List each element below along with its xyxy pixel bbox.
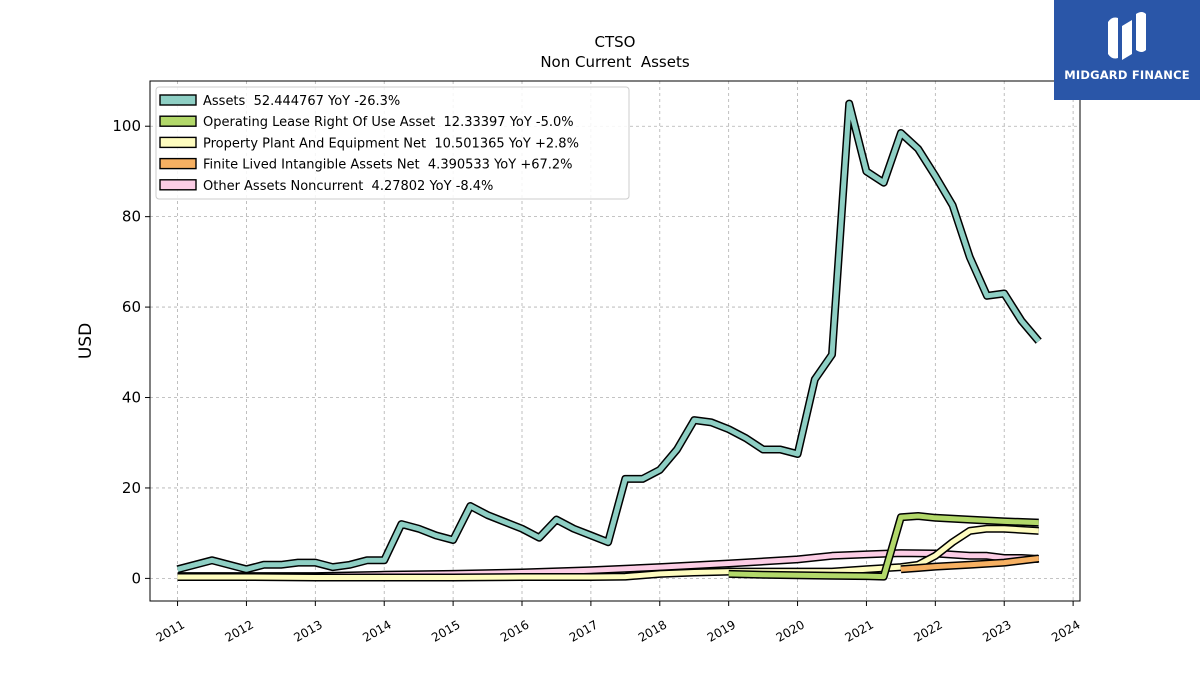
y-tick-label: 60 <box>122 298 141 316</box>
x-tick-label: 2013 <box>291 617 324 644</box>
y-axis: 0 20 40 60 80 100 <box>112 117 150 587</box>
x-tick-label: 2011 <box>154 617 187 644</box>
plot-frame <box>149 80 1081 602</box>
y-tick-label: 40 <box>122 389 141 407</box>
x-tick-label: 2020 <box>774 617 807 644</box>
y-tick-label: 0 <box>131 569 141 587</box>
chart-title: CTSO <box>595 33 636 51</box>
legend-swatch <box>159 94 197 106</box>
x-tick-label: 2018 <box>636 617 669 644</box>
x-tick-label: 2019 <box>705 617 738 644</box>
y-tick-label: 100 <box>112 117 141 135</box>
brand-logo: MIDGARD FINANCE <box>1054 0 1200 100</box>
legend-label: Operating Lease Right Of Use Asset 12.33… <box>203 115 574 130</box>
brand-name: MIDGARD FINANCE <box>1064 68 1190 82</box>
x-tick-label: 2024 <box>1049 617 1082 644</box>
legend-label: Finite Lived Intangible Assets Net 4.390… <box>203 158 573 173</box>
series-line <box>176 101 1041 572</box>
x-tick-label: 2021 <box>842 617 875 644</box>
chart-subtitle: Non Current Assets <box>540 53 690 71</box>
x-tick-label: 2022 <box>911 617 944 644</box>
legend: Assets 52.444767 YoY -26.3% Operating Lea… <box>155 86 630 200</box>
series-bands <box>176 99 1042 582</box>
x-tick-label: 2016 <box>498 617 531 644</box>
x-axis: 2011 2012 2013 2014 2015 2016 2017 2018 2019 2020… <box>154 601 1083 645</box>
legend-swatch <box>159 115 197 127</box>
legend-box <box>155 86 630 200</box>
legend-label: Assets 52.444767 YoY -26.3% <box>203 94 400 109</box>
legend-swatch <box>159 157 197 170</box>
y-axis-label: USD <box>76 323 96 359</box>
x-tick-label: 2014 <box>360 617 393 644</box>
legend-swatch <box>159 179 197 191</box>
y-tick-label: 80 <box>122 208 141 226</box>
x-tick-label: 2015 <box>429 617 462 644</box>
x-tick-label: 2017 <box>567 617 600 644</box>
x-tick-label: 2023 <box>980 617 1013 644</box>
logo-mark-icon <box>1108 12 1146 60</box>
legend-swatch <box>159 136 197 149</box>
series-line <box>900 556 1039 572</box>
series-line <box>728 513 1039 580</box>
x-tick-label: 2012 <box>222 617 255 644</box>
legend-label: Property Plant And Equipment Net 10.5013… <box>203 136 579 151</box>
legend-label: Other Assets Noncurrent 4.27802 YoY -8.4… <box>203 179 493 194</box>
y-tick-label: 20 <box>122 479 141 497</box>
